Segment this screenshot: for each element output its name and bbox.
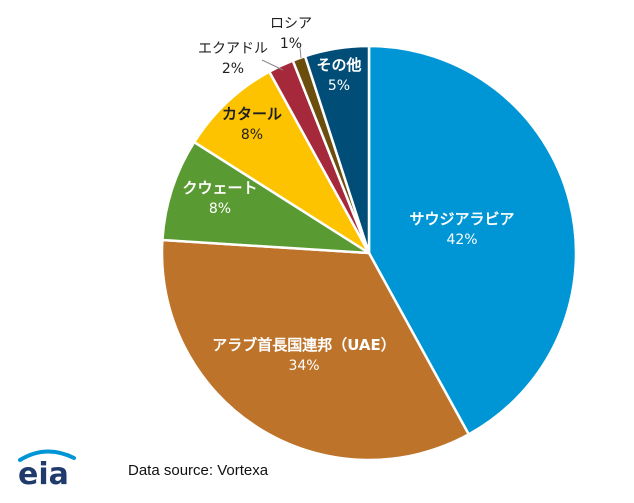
slice-value-1: 34%: [288, 358, 319, 374]
slice-labels: サウジアラビア 42% アラブ首長国連邦（UAE） 34% クウェート 8% カタール 8% エ…: [182, 16, 514, 374]
slice-value-6: 5%: [328, 78, 350, 94]
slice-label-6: その他: [316, 56, 361, 74]
slice-label-4: エクアドル: [198, 41, 268, 57]
slice-value-5: 1%: [280, 36, 302, 52]
slice-value-0: 42%: [446, 232, 477, 248]
leader-lines: [261, 47, 302, 71]
pie-slices: [160, 44, 578, 462]
slice-label-0: サウジアラビア: [409, 210, 514, 228]
leader-line-4: [261, 59, 284, 71]
eia-logo: eia: [18, 449, 76, 490]
slice-label-3: カタール: [222, 105, 282, 123]
slice-label-2: クウェート: [182, 179, 257, 197]
pie-slice-6: [303, 44, 371, 254]
eia-logo-text: eia: [18, 457, 69, 490]
slice-value-4: 2%: [222, 61, 244, 77]
slice-value-3: 8%: [241, 127, 263, 143]
data-source-note: Data source: Vortexa: [128, 462, 269, 479]
leader-line-5: [299, 47, 302, 59]
pie-slice-3: [192, 69, 371, 255]
pie-slice-1: [160, 238, 471, 462]
eia-logo-arc: [18, 449, 76, 462]
pie-slice-2: [161, 140, 370, 255]
slice-label-1: アラブ首長国連邦（UAE）: [212, 336, 396, 354]
pie-slice-0: [367, 44, 578, 437]
slice-label-5: ロシア: [270, 16, 312, 32]
slice-value-2: 8%: [209, 201, 231, 217]
